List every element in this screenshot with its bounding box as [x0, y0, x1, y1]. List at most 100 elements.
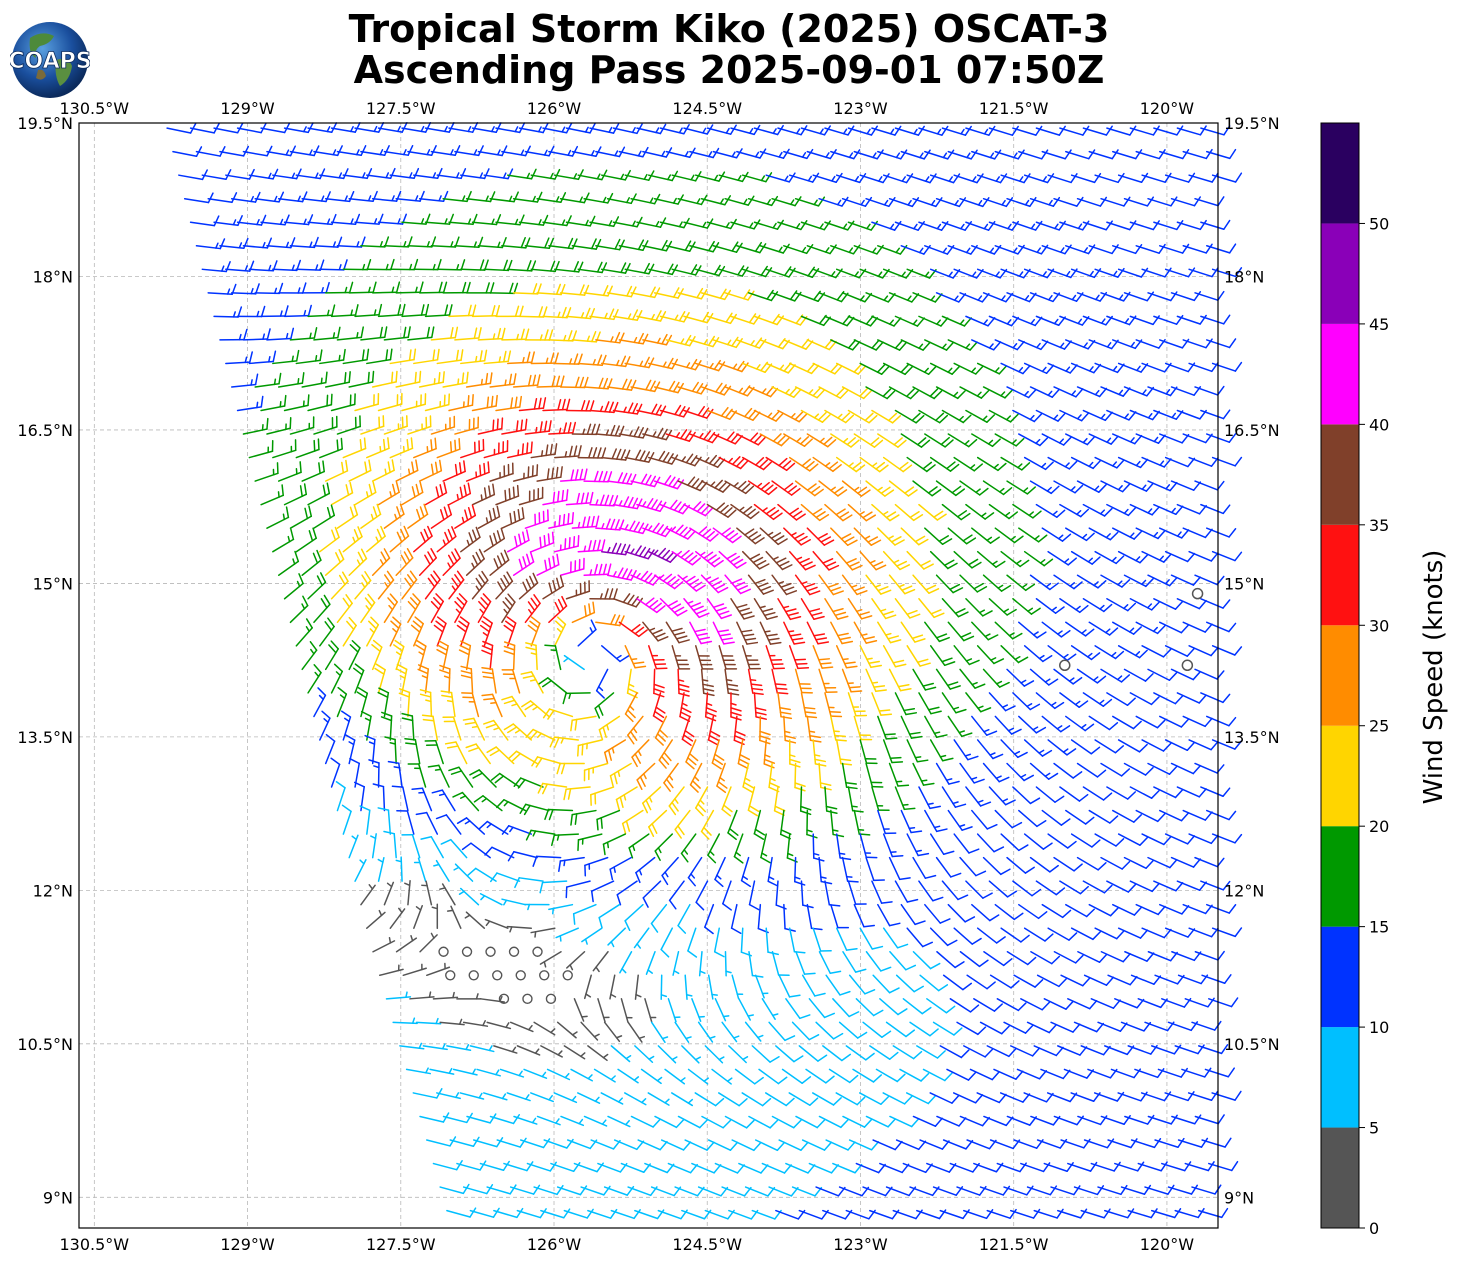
wind-barb	[976, 833, 1005, 853]
wind-barb	[260, 394, 287, 412]
wind-barb	[283, 304, 312, 318]
wind-barb	[1206, 809, 1237, 821]
wind-barb	[583, 1115, 608, 1127]
wind-barb	[1053, 762, 1083, 779]
wind-barb	[888, 480, 918, 497]
wind-barb	[260, 214, 290, 226]
wind-barb	[965, 786, 992, 807]
wind-barb	[354, 392, 380, 412]
wind-barb	[994, 903, 1024, 921]
wind-barb	[711, 739, 725, 770]
wind-barb	[824, 125, 855, 136]
wind-barb	[1130, 974, 1162, 985]
wind-barb	[448, 482, 472, 506]
wind-barb	[1088, 621, 1119, 636]
wind-barb	[525, 728, 556, 741]
wind-barb	[1035, 409, 1066, 422]
wind-barb	[795, 951, 816, 975]
wind-barb	[1070, 927, 1101, 941]
wind-barb	[963, 1045, 994, 1058]
wind-barb	[498, 993, 510, 1005]
wind-barb	[706, 406, 738, 420]
wind-barb	[994, 621, 1023, 640]
wind-barb	[982, 386, 1013, 399]
wind-barb	[805, 1068, 835, 1084]
wind-barb	[835, 739, 853, 766]
wind-barb	[1063, 1068, 1095, 1079]
wind-barb	[741, 645, 762, 670]
wind-barb	[1073, 1185, 1105, 1196]
wind-barb	[674, 1021, 692, 1043]
wind-barb	[859, 927, 884, 950]
wind-barb	[377, 570, 395, 600]
wind-barb	[947, 433, 978, 448]
wind-barb	[935, 292, 967, 303]
wind-barb	[446, 1207, 477, 1218]
wind-barb	[600, 1092, 624, 1105]
wind-barb	[1170, 856, 1202, 868]
wind-barb	[477, 593, 492, 624]
wind-barb	[295, 438, 320, 459]
wind-barb	[604, 739, 627, 764]
wind-barb	[454, 593, 468, 624]
wind-barb	[847, 880, 867, 905]
wind-barb	[642, 880, 662, 908]
wind-barb	[711, 1068, 733, 1085]
wind-barb	[395, 856, 403, 882]
wind-barb	[1117, 456, 1149, 469]
wind-barb	[707, 715, 721, 746]
wind-barb	[1144, 1184, 1175, 1195]
wind-barb	[869, 1045, 899, 1060]
lat-tick-label-right: 9°N	[1224, 1188, 1254, 1207]
wind-barb	[436, 438, 461, 459]
wind-barb	[753, 124, 784, 136]
wind-barb	[936, 951, 965, 969]
wind-barb	[1129, 220, 1160, 231]
lon-tick-label-top: 124.5°W	[672, 99, 742, 118]
wind-barb	[1188, 456, 1219, 467]
wind-barb	[336, 326, 364, 341]
wind-barb	[392, 1017, 418, 1025]
wind-barb	[532, 855, 562, 867]
wind-barb	[818, 668, 838, 693]
wind-barb	[771, 386, 802, 398]
lon-tick-label-top: 123°W	[833, 99, 888, 118]
wind-barb	[1170, 196, 1202, 207]
wind-barb	[495, 305, 524, 318]
wind-barb	[654, 833, 674, 861]
wind-barb	[728, 1209, 759, 1220]
wind-barb	[407, 144, 437, 156]
calm-wind-marker	[1181, 659, 1194, 672]
wind-barb	[783, 621, 806, 645]
wind-barb	[994, 149, 1025, 160]
wind-barb	[396, 810, 415, 835]
wind-barb	[558, 856, 585, 873]
wind-barb	[595, 668, 609, 699]
wind-barb	[1035, 125, 1066, 136]
wind-barb	[953, 550, 982, 569]
wind-barb	[421, 714, 439, 741]
wind-barb	[865, 762, 884, 788]
wind-barb	[609, 762, 632, 787]
wind-barb	[354, 303, 383, 318]
wind-barb	[718, 645, 738, 670]
wind-barb	[550, 1162, 581, 1173]
wind-barb	[570, 809, 597, 826]
wind-barb	[458, 640, 472, 671]
wind-barb	[612, 496, 643, 510]
wind-barb	[562, 970, 573, 981]
wind-barb	[1035, 315, 1066, 326]
wind-barb	[847, 598, 873, 620]
wind-barb	[266, 417, 292, 435]
wind-barb	[674, 1186, 705, 1197]
wind-barb	[912, 951, 941, 970]
wind-barb	[1006, 762, 1035, 782]
wind-barb	[1194, 290, 1225, 301]
wind-barb	[542, 708, 574, 720]
wind-barb	[965, 692, 992, 713]
wind-barb	[1211, 1090, 1242, 1101]
wind-barb	[1000, 645, 1029, 664]
wind-barb	[812, 362, 843, 375]
wind-barb	[571, 601, 596, 624]
